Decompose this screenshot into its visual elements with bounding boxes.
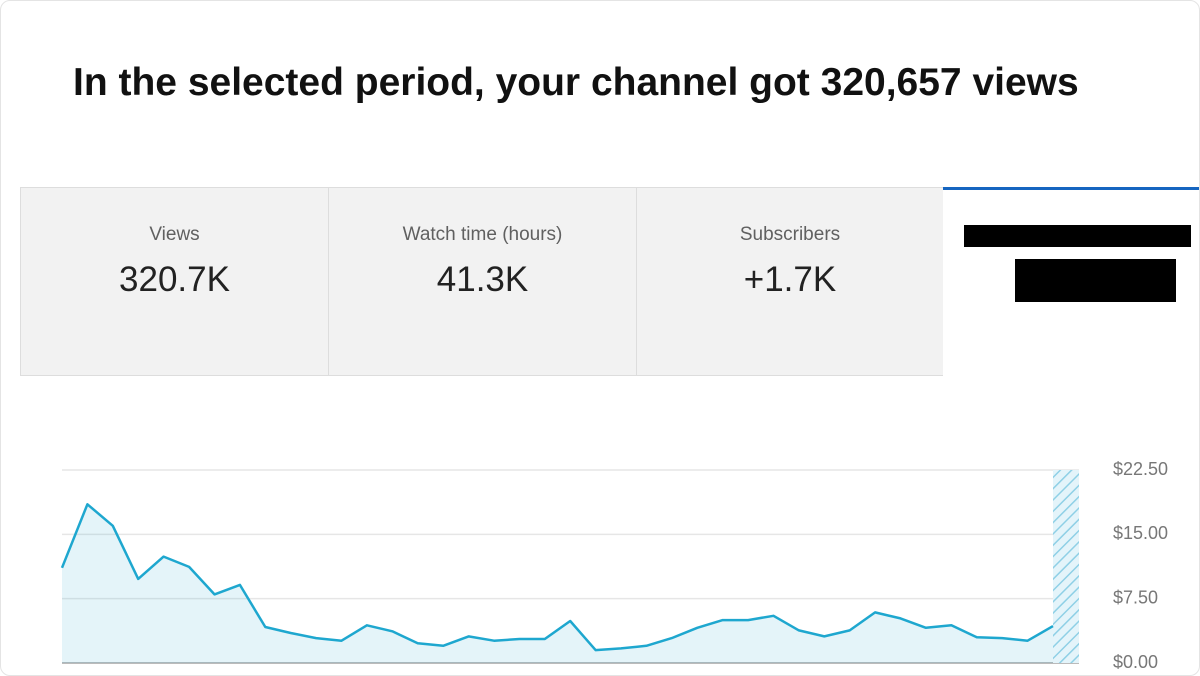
partial-period (1053, 470, 1079, 663)
y-tick-label: $7.50 (1113, 587, 1158, 607)
tab-value: 320.7K (119, 260, 230, 299)
tab-value: +1.7K (743, 260, 837, 299)
tab-value: 41.3K (436, 260, 529, 299)
y-tick-label: $0.00 (1113, 652, 1158, 672)
area-fill (62, 504, 1053, 663)
redaction (964, 225, 1191, 247)
line (60, 503, 1054, 652)
y-tick-label: $15.00 (1113, 523, 1168, 543)
metric-tab[interactable]: Views 320.7K (20, 187, 329, 376)
tab-label: Subscribers (739, 224, 841, 245)
tab-label: Views (149, 224, 200, 245)
page-title: In the selected period, your channel got… (73, 61, 1079, 104)
metric-tab[interactable]: Watch time (hours) 41.3K (328, 187, 637, 376)
selected-tab[interactable] (943, 187, 1199, 376)
tab-label: Watch time (hours) (402, 224, 563, 245)
redaction (1015, 259, 1176, 302)
y-tick-label: $22.50 (1113, 459, 1168, 479)
